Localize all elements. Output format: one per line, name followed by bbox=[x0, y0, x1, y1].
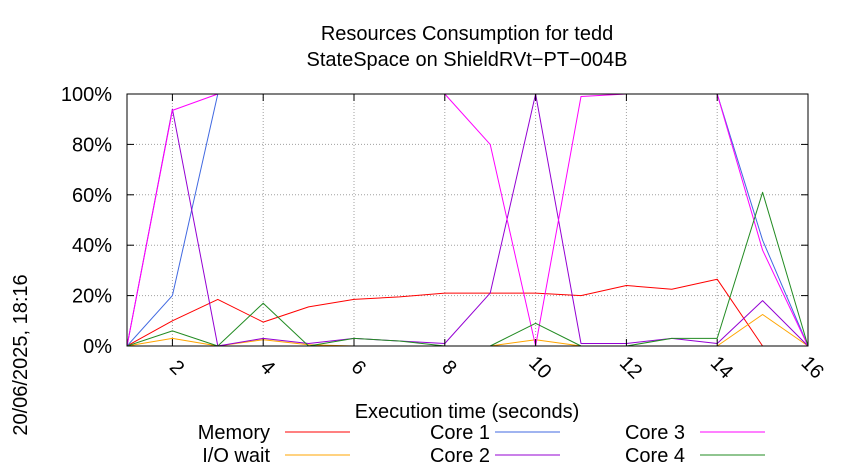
legend-label-core-4: Core 4 bbox=[625, 445, 685, 467]
legend-label-i-o-wait: I/O wait bbox=[202, 445, 270, 467]
x-tick-label: 8 bbox=[437, 356, 460, 379]
series-line-core-3 bbox=[126, 93, 809, 347]
x-tick-label: 16 bbox=[797, 352, 828, 383]
y-tick-label: 20% bbox=[72, 286, 112, 308]
series-line-core-2 bbox=[126, 93, 809, 347]
y-tick-label: 100% bbox=[61, 84, 112, 106]
x-axis-label: Execution time (seconds) bbox=[355, 401, 580, 423]
y-tick-label: 0% bbox=[83, 336, 112, 358]
grid bbox=[127, 94, 808, 346]
x-tick-label: 2 bbox=[165, 356, 188, 379]
x-tick-label: 12 bbox=[615, 352, 646, 383]
series-line-memory bbox=[126, 278, 808, 347]
plot-frame bbox=[126, 93, 809, 347]
y-tick-label: 80% bbox=[72, 134, 112, 156]
legend-label-core-2: Core 2 bbox=[430, 445, 490, 467]
legend-label-memory: Memory bbox=[198, 422, 270, 444]
legend-label-core-3: Core 3 bbox=[625, 422, 685, 444]
series-line-core-1 bbox=[126, 93, 809, 347]
series-line-core-4 bbox=[126, 191, 809, 347]
x-tick-label: 10 bbox=[524, 352, 555, 383]
legend-label-core-1: Core 1 bbox=[430, 422, 490, 444]
chart-title-line-2: StateSpace on ShieldRVt−PT−004B bbox=[307, 49, 628, 71]
y-tick-label: 40% bbox=[72, 235, 112, 257]
x-tick-label: 6 bbox=[347, 356, 370, 379]
y-tick-label: 60% bbox=[72, 185, 112, 207]
series-lines bbox=[126, 93, 809, 347]
x-tick-label: 4 bbox=[256, 356, 279, 379]
series-line-i-o-wait bbox=[126, 314, 809, 347]
x-tick-label: 14 bbox=[706, 352, 737, 383]
side-label: 20/06/2025, 18:16 bbox=[10, 274, 32, 435]
y-axis-ticks: 0% 20% 40% 60% 80% 100% bbox=[61, 84, 808, 358]
chart-title-line-1: Resources Consumption for tedd bbox=[321, 23, 613, 45]
